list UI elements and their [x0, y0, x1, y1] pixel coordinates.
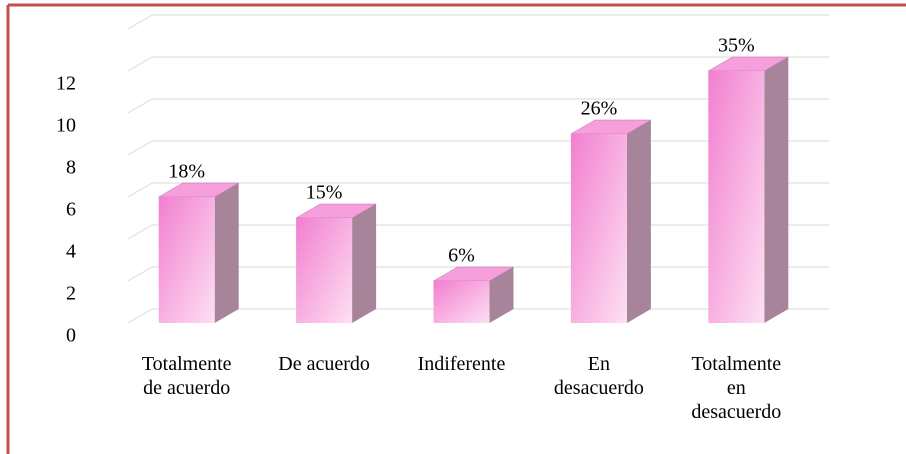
bar-side [764, 57, 789, 323]
x-tick-label: Indiferente [417, 353, 506, 375]
bar-side [626, 120, 651, 323]
y-tick-label: 2 [66, 283, 76, 305]
x-tick-label: Totalmente de acuerdo [141, 353, 232, 399]
bar [158, 197, 215, 323]
grid-line [127, 14, 153, 30]
x-tick-label: De acuerdo [278, 353, 370, 375]
data-label: 6% [448, 245, 475, 267]
y-tick-label: 8 [66, 157, 76, 179]
grid-line [127, 224, 153, 240]
x-tick-label: En desacuerdo [553, 353, 644, 399]
data-label: 26% [581, 98, 618, 120]
grid-line [127, 182, 153, 198]
bar-side [489, 267, 514, 323]
bar-side [352, 204, 377, 323]
y-tick-label: 0 [66, 325, 76, 347]
y-tick-label: 10 [56, 115, 76, 137]
data-label: 18% [168, 161, 205, 183]
grid-line [127, 56, 153, 72]
data-label: 35% [718, 35, 755, 57]
grid-line [127, 98, 153, 114]
x-tick-label: Totalmente en desacuerdo [691, 353, 782, 423]
bar-side [214, 183, 239, 323]
y-tick-label: 4 [66, 241, 76, 263]
bar [570, 134, 627, 323]
grid-line [127, 266, 153, 282]
bar [296, 218, 353, 323]
y-tick-label: 6 [66, 199, 76, 221]
bar [433, 281, 490, 323]
grid-line [127, 140, 153, 156]
y-tick-label: 12 [56, 73, 76, 95]
bar [708, 71, 765, 323]
data-label: 15% [306, 182, 343, 204]
grid-line [127, 308, 153, 324]
